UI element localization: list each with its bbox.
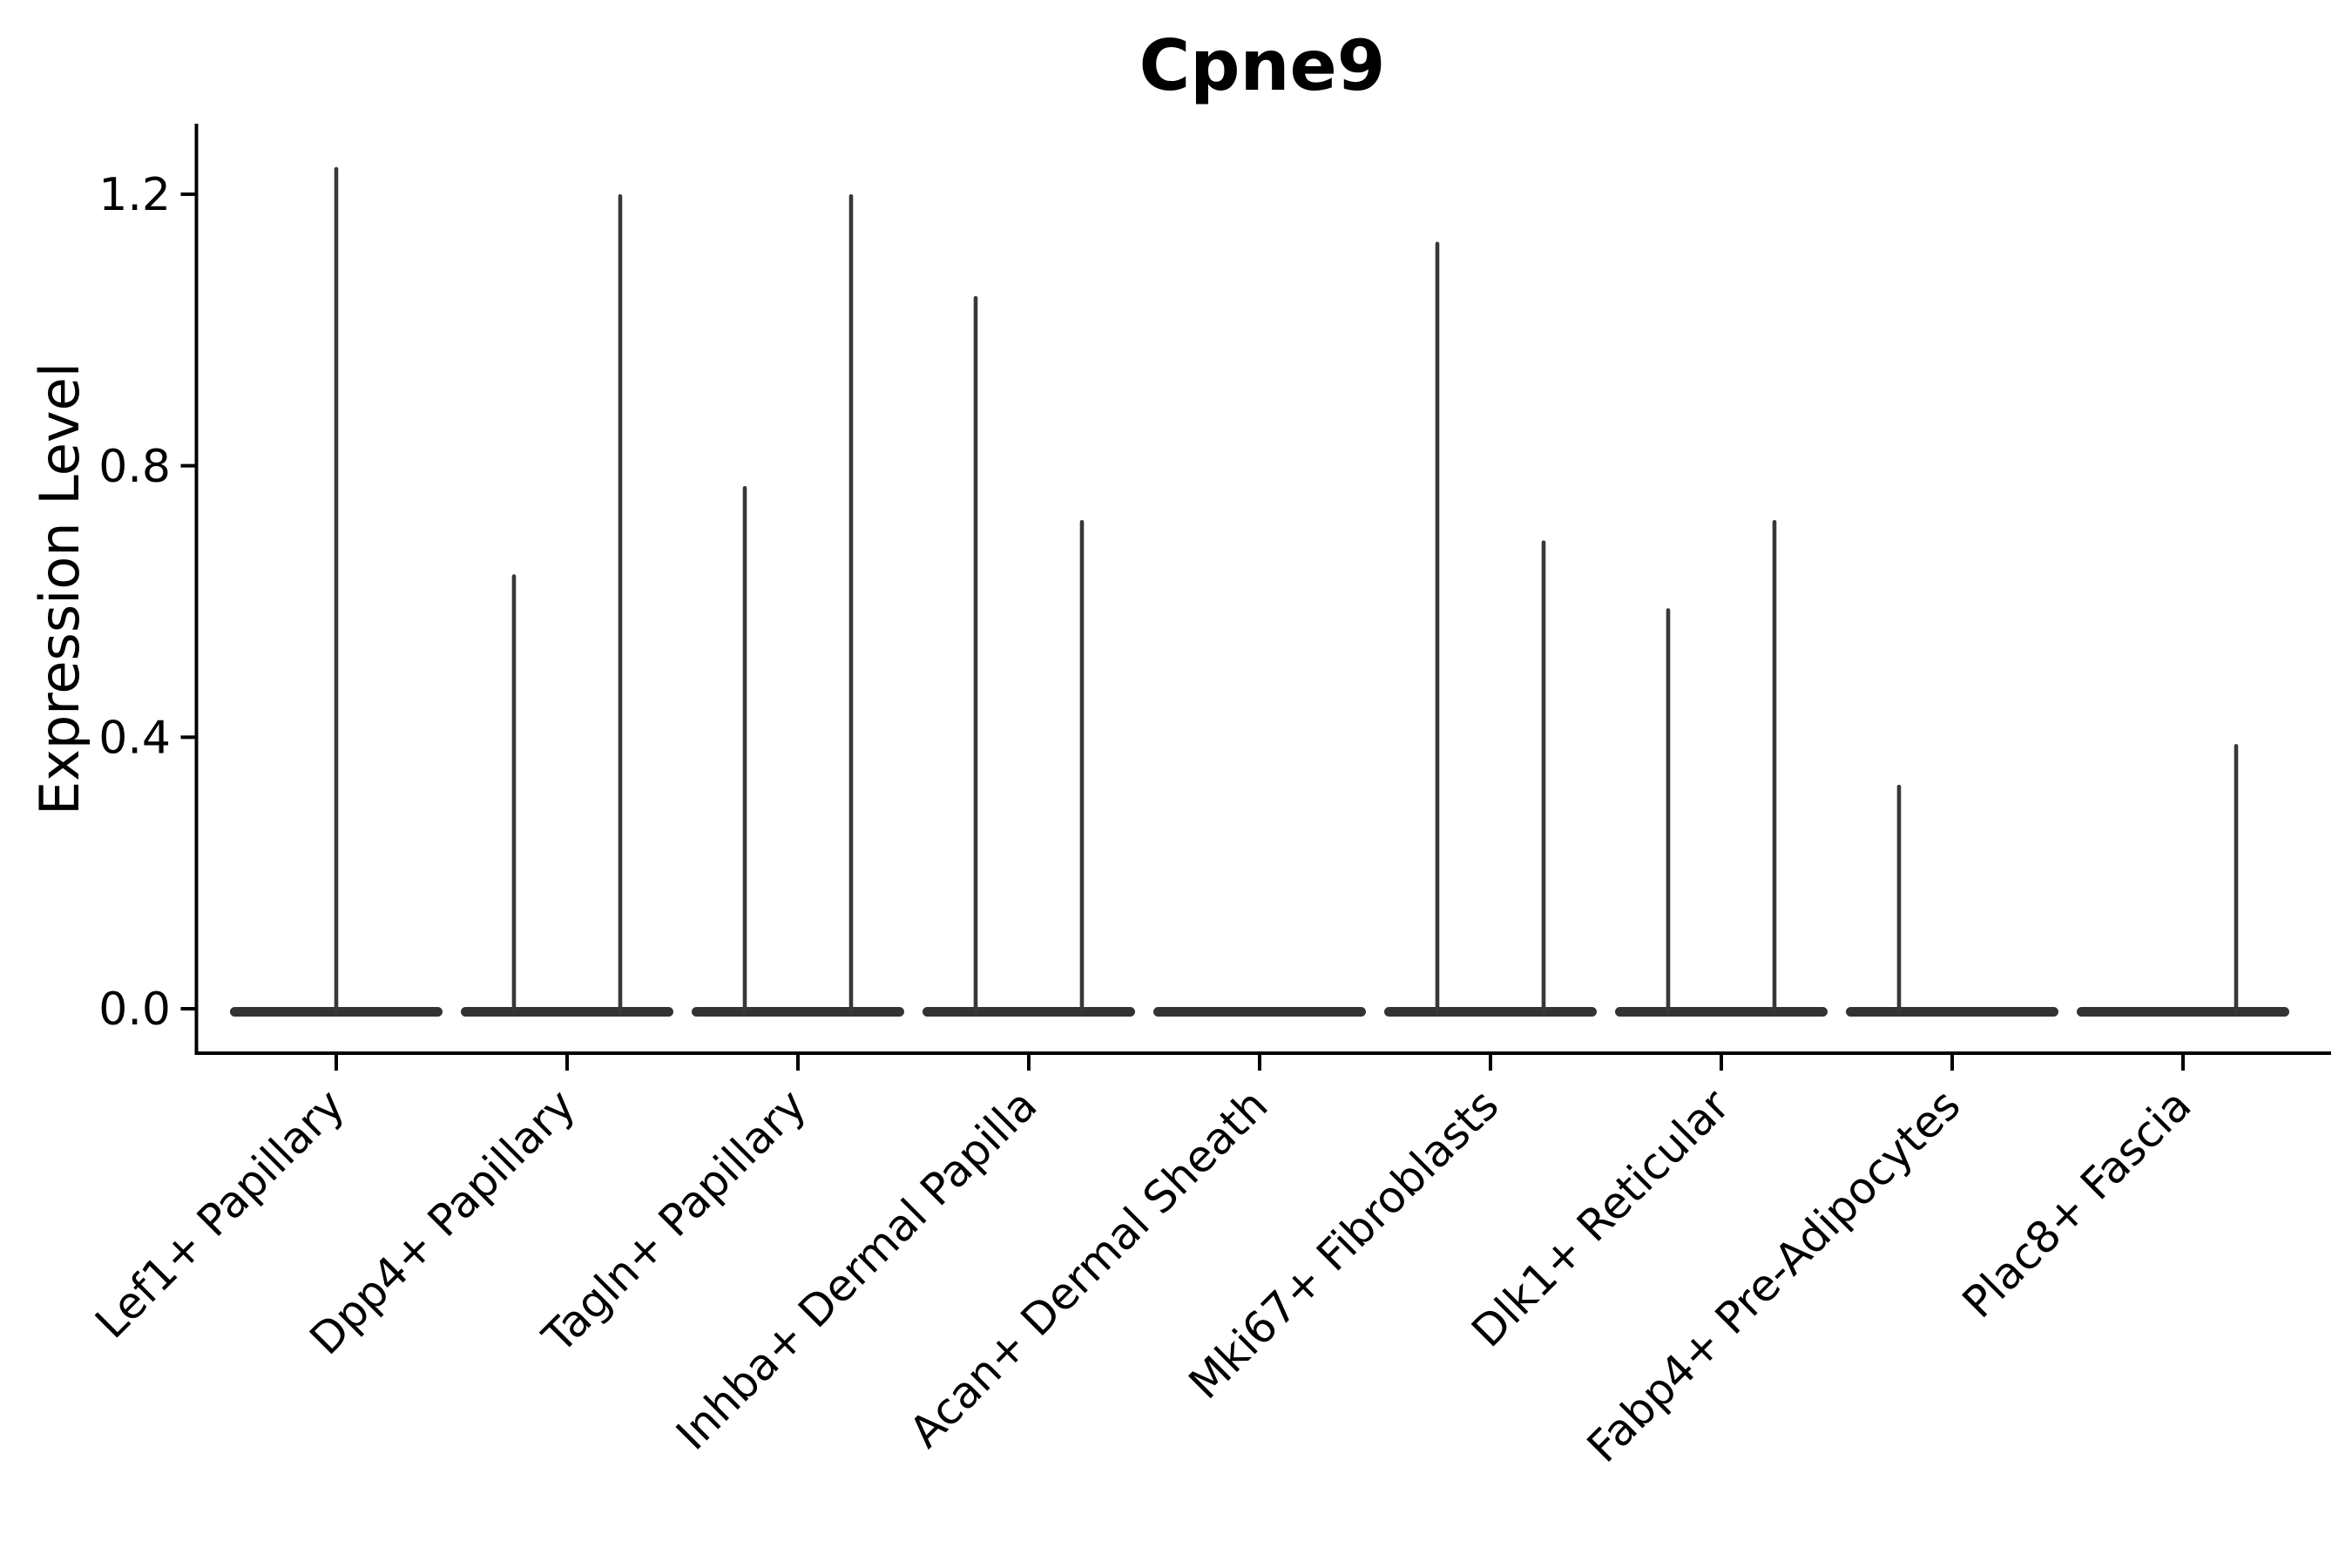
- violin-tail-spike: [618, 193, 623, 1015]
- violin-zero-bar: [923, 1007, 1135, 1017]
- x-tick-mark: [2181, 1055, 2185, 1071]
- y-tick-mark: [180, 192, 197, 196]
- y-tick-mark: [180, 735, 197, 740]
- violin-zero-bar: [692, 1007, 904, 1017]
- violin-zero-bar: [461, 1007, 673, 1017]
- x-tick-mark: [335, 1055, 338, 1071]
- chart-title: Cpne9: [1139, 25, 1386, 106]
- violin-zero-bar: [1615, 1007, 1828, 1017]
- violin-tail-spike: [334, 166, 339, 1016]
- violin-tail-spike: [2234, 744, 2239, 1015]
- violin-tail-spike: [848, 193, 854, 1015]
- x-tick-mark: [565, 1055, 569, 1071]
- x-tick-mark: [1027, 1055, 1031, 1071]
- violin-tail-spike: [973, 295, 978, 1016]
- violin-tail-spike: [1541, 540, 1546, 1015]
- violin-zero-bar: [1153, 1007, 1366, 1017]
- y-tick-label: 0.8: [98, 441, 171, 493]
- y-tick-label: 1.2: [98, 169, 171, 221]
- x-tick-mark: [1489, 1055, 1492, 1071]
- violin-tail-spike: [1896, 784, 1902, 1015]
- y-tick-label: 0.4: [98, 713, 171, 765]
- violin-zero-bar: [1384, 1007, 1597, 1017]
- x-tick-mark: [1950, 1055, 1954, 1071]
- x-tick-mark: [1258, 1055, 1261, 1071]
- x-tick-mark: [1720, 1055, 1723, 1071]
- violin-tail-spike: [1772, 519, 1777, 1015]
- x-axis-spine: [194, 1051, 2331, 1055]
- y-tick-mark: [180, 1007, 197, 1010]
- violin-tail-spike: [742, 486, 747, 1015]
- violin-zero-bar: [2077, 1007, 2289, 1017]
- violin-zero-bar: [1846, 1007, 2058, 1017]
- x-tick-label: Plac8+ Fascia: [1953, 1079, 2201, 1328]
- violin-tail-spike: [1435, 241, 1440, 1015]
- violin-tail-spike: [1079, 519, 1085, 1015]
- x-tick-mark: [796, 1055, 800, 1071]
- y-axis-title: Expression Level: [28, 362, 91, 815]
- violin-tail-spike: [511, 574, 517, 1015]
- violin-tail-spike: [1666, 608, 1671, 1015]
- x-tick-label: Fabp4+ Pre-Adipocytes: [1578, 1079, 1970, 1472]
- y-tick-mark: [180, 463, 197, 468]
- y-tick-label: 0.0: [98, 983, 171, 1036]
- y-axis-spine: [194, 124, 199, 1055]
- x-tick-label: Lef1+ Papillary: [85, 1079, 354, 1348]
